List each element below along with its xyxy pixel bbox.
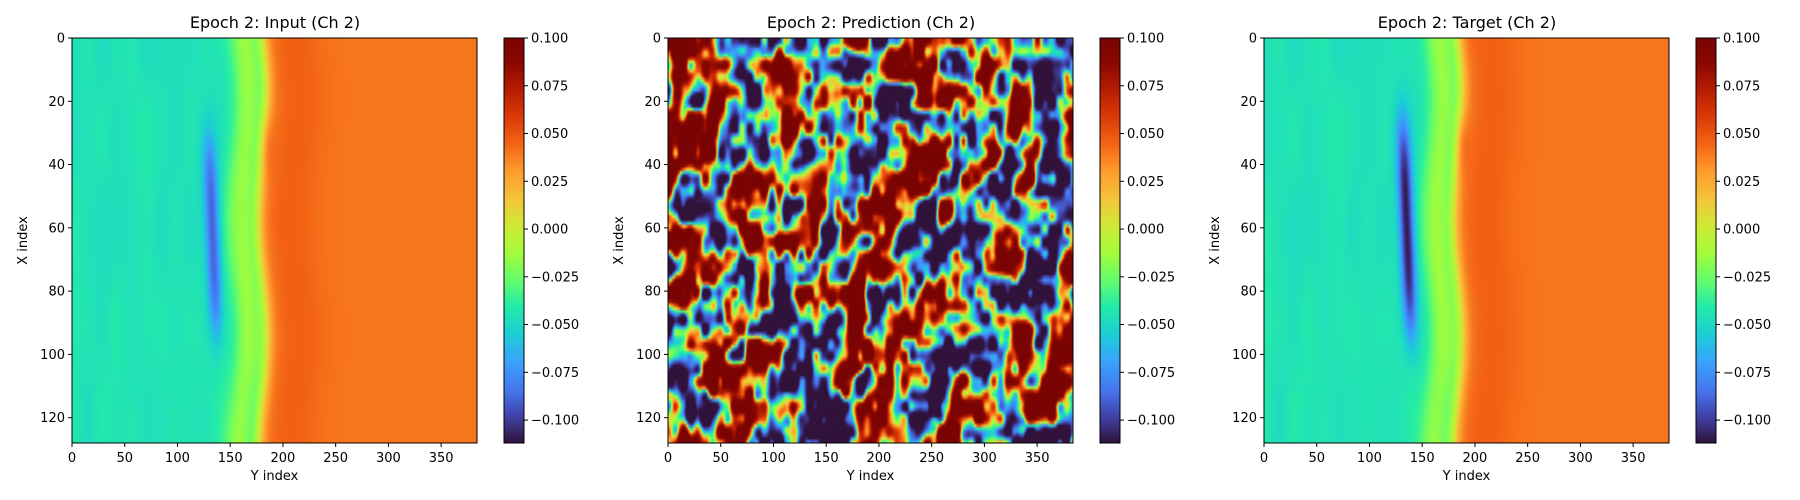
x-tick-label: 0 — [1260, 451, 1268, 466]
colorbar-tick-label: 0.025 — [531, 175, 568, 190]
y-tick-label: 40 — [48, 158, 65, 173]
y-tick-label: 0 — [57, 32, 65, 47]
colorbar-tick-label: 0.100 — [1723, 32, 1760, 47]
x-tick-label: 250 — [919, 451, 944, 466]
y-tick-label: 60 — [1240, 221, 1257, 236]
x-tick-label: 200 — [867, 451, 892, 466]
colorbar-tick-label: −0.050 — [1127, 318, 1175, 333]
x-tick-label: 150 — [814, 451, 839, 466]
y-tick-label: 60 — [48, 221, 65, 236]
x-axis-label: Y index — [1442, 469, 1491, 484]
colorbar-tick-label: −0.075 — [1723, 366, 1771, 381]
y-tick-label: 100 — [636, 348, 661, 363]
plot-frame — [1263, 37, 1670, 444]
y-tick-label: 100 — [1232, 348, 1257, 363]
y-tick-label: 40 — [1240, 158, 1257, 173]
colorbar-tick-label: −0.100 — [1127, 414, 1175, 429]
colorbar-tick-label: −0.025 — [531, 270, 579, 285]
colorbar-tick-label: 0.075 — [531, 79, 568, 94]
subplot-3: Epoch 2: Target (Ch 2)0 50 100 150 200 250 300… — [1208, 13, 1771, 484]
y-tick-label: 20 — [644, 95, 661, 110]
colorbar-tick-label: 0.000 — [531, 223, 568, 238]
chart-title: Epoch 2: Target (Ch 2) — [1378, 13, 1556, 32]
x-tick-label: 150 — [1410, 451, 1435, 466]
colorbar-tick-label: 0.075 — [1127, 79, 1164, 94]
y-tick-label: 40 — [644, 158, 661, 173]
x-tick-label: 100 — [165, 451, 190, 466]
colorbar-tick-label: 0.075 — [1723, 79, 1760, 94]
colorbar-gradient — [1099, 37, 1121, 444]
x-tick-label: 50 — [1308, 451, 1325, 466]
colorbar-tick-label: 0.000 — [1723, 223, 1760, 238]
colorbar-tick-label: 0.100 — [1127, 32, 1164, 47]
x-tick-label: 300 — [1568, 451, 1593, 466]
colorbar-tick-label: 0.000 — [1127, 223, 1164, 238]
x-tick-label: 300 — [972, 451, 997, 466]
plot-frame — [667, 37, 1074, 444]
subplot-1: Epoch 2: Input (Ch 2)0 50 100 150 200 250 300 3… — [16, 13, 579, 484]
colorbar-tick-label: −0.075 — [531, 366, 579, 381]
colorbar-tick-label: 0.050 — [531, 127, 568, 142]
y-axis-label: X index — [1208, 216, 1223, 265]
x-tick-label: 50 — [712, 451, 729, 466]
colorbar: 0.100 0.075 0.050 0.025 0.000 −0.025 −0.050 −0.… — [1099, 32, 1175, 444]
y-tick-label: 20 — [1240, 95, 1257, 110]
colorbar-tick-label: 0.050 — [1723, 127, 1760, 142]
x-tick-label: 350 — [1025, 451, 1050, 466]
subplot-2: Epoch 2: Prediction (Ch 2)0 50 100 150 200 25… — [612, 13, 1175, 484]
x-tick-label: 50 — [116, 451, 133, 466]
y-axis-label: X index — [612, 216, 627, 265]
x-tick-label: 0 — [664, 451, 672, 466]
colorbar-tick-label: −0.025 — [1723, 270, 1771, 285]
heatmap-image — [72, 38, 477, 443]
y-tick-label: 0 — [1249, 32, 1257, 47]
colorbar-tick-label: −0.025 — [1127, 270, 1175, 285]
y-tick-label: 120 — [636, 411, 661, 426]
x-tick-label: 100 — [1357, 451, 1382, 466]
x-tick-label: 300 — [376, 451, 401, 466]
y-tick-label: 80 — [644, 285, 661, 300]
y-tick-label: 80 — [1240, 285, 1257, 300]
chart-title: Epoch 2: Prediction (Ch 2) — [767, 13, 975, 32]
x-tick-label: 0 — [68, 451, 76, 466]
x-tick-label: 250 — [1515, 451, 1540, 466]
x-tick-label: 250 — [323, 451, 348, 466]
x-axis-label: Y index — [250, 469, 299, 484]
colorbar-tick-label: 0.025 — [1127, 175, 1164, 190]
colorbar-tick-label: 0.100 — [531, 32, 568, 47]
x-axis-label: Y index — [846, 469, 895, 484]
y-tick-label: 120 — [1232, 411, 1257, 426]
colorbar: 0.100 0.075 0.050 0.025 0.000 −0.025 −0.050 −0.… — [503, 32, 579, 444]
colorbar-gradient — [503, 37, 525, 444]
x-tick-label: 150 — [218, 451, 243, 466]
chart-title: Epoch 2: Input (Ch 2) — [190, 13, 360, 32]
y-tick-label: 120 — [40, 411, 65, 426]
x-tick-label: 350 — [1621, 451, 1646, 466]
colorbar-tick-label: −0.100 — [531, 414, 579, 429]
x-tick-label: 350 — [429, 451, 454, 466]
x-tick-label: 200 — [271, 451, 296, 466]
x-tick-label: 100 — [761, 451, 786, 466]
colorbar-tick-label: −0.050 — [531, 318, 579, 333]
heatmap-image — [1264, 38, 1669, 443]
heatmap-image — [668, 38, 1073, 443]
colorbar: 0.100 0.075 0.050 0.025 0.000 −0.025 −0.050 −0.… — [1695, 32, 1771, 444]
y-tick-label: 60 — [644, 221, 661, 236]
y-tick-label: 80 — [48, 285, 65, 300]
x-tick-label: 200 — [1463, 451, 1488, 466]
plot-frame — [71, 37, 478, 444]
colorbar-tick-label: 0.050 — [1127, 127, 1164, 142]
colorbar-tick-label: −0.100 — [1723, 414, 1771, 429]
y-axis-label: X index — [16, 216, 31, 265]
y-tick-label: 0 — [653, 32, 661, 47]
colorbar-gradient — [1695, 37, 1717, 444]
y-tick-label: 100 — [40, 348, 65, 363]
colorbar-tick-label: −0.050 — [1723, 318, 1771, 333]
y-tick-label: 20 — [48, 95, 65, 110]
colorbar-tick-label: −0.075 — [1127, 366, 1175, 381]
colorbar-tick-label: 0.025 — [1723, 175, 1760, 190]
